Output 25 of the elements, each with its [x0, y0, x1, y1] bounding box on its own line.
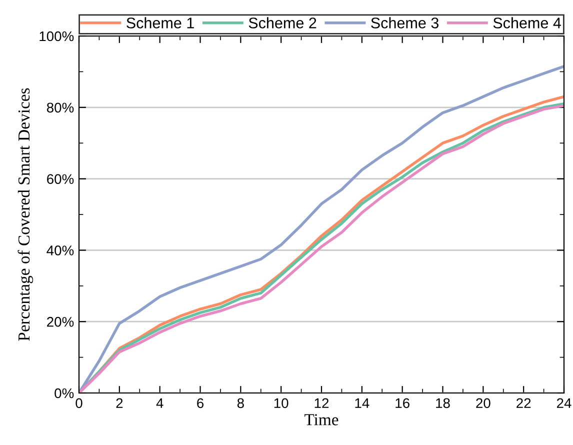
x-tick-label: 8 [237, 398, 244, 408]
y-tick-label: 0% [54, 388, 74, 398]
x-tick-label: 22 [516, 398, 531, 408]
x-tick-label: 16 [396, 398, 410, 408]
x-tick-label: 6 [197, 398, 204, 408]
x-tick-label: 2 [116, 398, 123, 408]
x-tick-label: 20 [476, 398, 490, 408]
y-tick-label: 100% [40, 31, 74, 42]
y-axis-title: Percentage of Covered Smart Devices [18, 88, 34, 341]
x-tick-label: 4 [156, 398, 164, 408]
legend-label: Scheme 1 [126, 17, 194, 28]
y-tick-label: 60% [47, 174, 74, 184]
x-tick-label: 0 [76, 398, 82, 408]
y-tick-label: 40% [46, 246, 74, 256]
x-tick-label: 18 [436, 398, 450, 408]
legend-label: Scheme 4 [493, 17, 561, 28]
x-axis-title: Time [304, 414, 338, 426]
legend-label: Scheme 2 [248, 17, 316, 28]
legend-label: Scheme 3 [371, 17, 439, 28]
y-tick-label: 80% [46, 102, 74, 113]
x-tick-label: 14 [355, 398, 370, 408]
x-tick-label: 12 [314, 398, 329, 408]
x-tick-label: 10 [274, 398, 288, 408]
y-tick-label: 20% [47, 316, 74, 327]
x-tick-label: 24 [556, 398, 572, 408]
